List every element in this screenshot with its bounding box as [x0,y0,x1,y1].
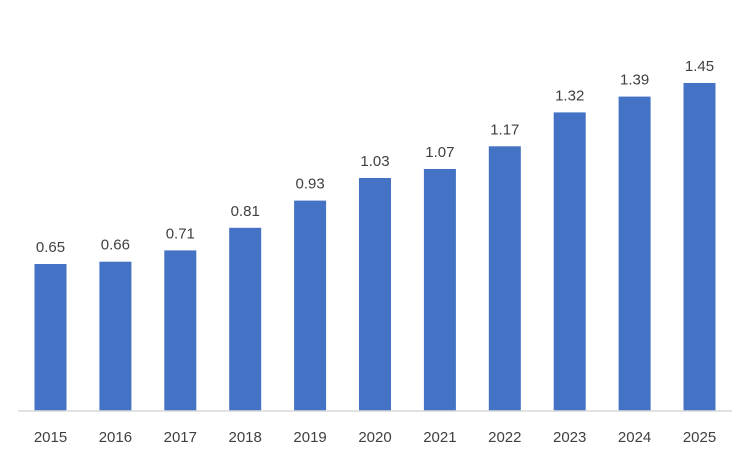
x-tick-labels: 2015 2016 2017 2018 2019 2020 2021 2022 2023 2024… [34,429,716,446]
value-label-2015: 0.65 [36,239,65,256]
bar-2022 [488,146,521,412]
x-tick-label-2018: 2018 [229,429,262,446]
bar-2019 [294,200,327,411]
value-label-2022: 1.17 [490,121,519,138]
value-label-2021: 1.07 [425,144,454,161]
x-tick-label-2021: 2021 [423,429,456,446]
value-label-2025: 1.45 [685,58,714,75]
x-tick-label-2025: 2025 [683,429,716,446]
x-tick-label-2022: 2022 [488,429,521,446]
x-tick-label-2023: 2023 [553,429,586,446]
value-label-2020: 1.03 [360,153,389,170]
value-labels-layer: 0.65 0.66 0.71 0.81 0.93 1.03 1.07 1.17 1.32 1.39… [36,58,714,256]
bar-2018 [229,227,262,411]
bar-2025 [683,83,716,411]
bars-layer [34,83,716,412]
value-label-2023: 1.32 [555,87,584,104]
bar-2016 [99,261,132,411]
x-tick-label-2024: 2024 [618,429,651,446]
x-tick-label-2017: 2017 [164,429,197,446]
x-tick-label-2015: 2015 [34,429,67,446]
value-label-2016: 0.66 [101,237,130,254]
bar-2017 [164,250,197,411]
value-label-2018: 0.81 [231,203,260,220]
bar-2015 [34,264,67,411]
value-label-2017: 0.71 [166,225,195,242]
x-tick-label-2020: 2020 [358,429,391,446]
value-label-2024: 1.39 [620,72,649,89]
value-label-2019: 0.93 [295,176,324,193]
bar-2021 [423,169,456,411]
x-tick-label-2019: 2019 [293,429,326,446]
x-tick-label-2016: 2016 [99,429,132,446]
bar-2024 [618,96,651,411]
bar-2023 [553,112,586,412]
bar-2020 [359,178,391,411]
